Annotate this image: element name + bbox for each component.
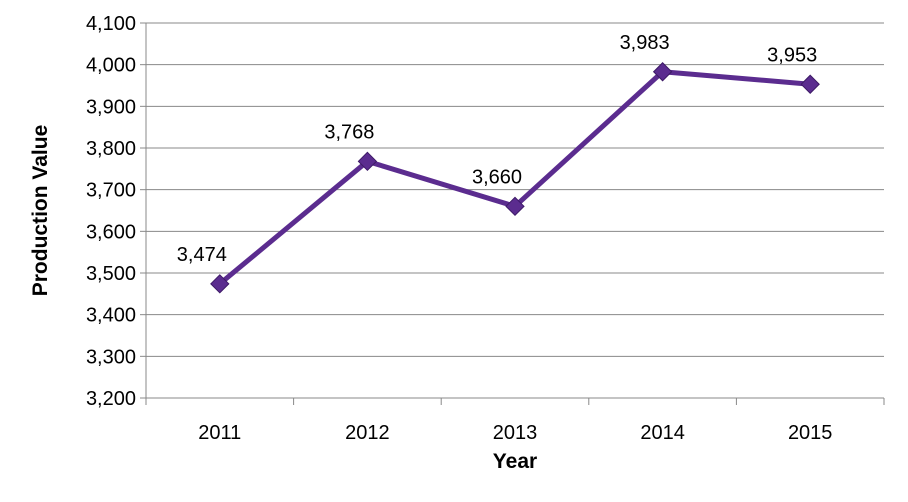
y-tick-label: 4,100 xyxy=(86,13,136,35)
y-tick-label: 3,800 xyxy=(86,138,136,160)
data-point-marker xyxy=(505,196,525,217)
x-tick-label: 2011 xyxy=(198,422,241,444)
y-tick-label: 3,700 xyxy=(86,180,136,202)
y-tick-label: 3,500 xyxy=(86,263,136,285)
x-axis-title: Year xyxy=(493,450,537,473)
y-tick-label: 3,300 xyxy=(86,346,136,368)
x-tick-label: 2015 xyxy=(788,422,833,444)
y-tick-label: 4,000 xyxy=(86,55,136,77)
data-label: 3,953 xyxy=(767,44,817,66)
data-point-marker xyxy=(210,274,230,294)
series xyxy=(210,62,820,294)
x-tick-label: 2012 xyxy=(345,422,390,444)
y-axis-title: Production Value xyxy=(29,125,52,297)
axes: 3,200 3,300 3,400 3,500 3,600 3,700 3,800 3,900… xyxy=(86,13,885,444)
data-point-marker xyxy=(357,151,378,172)
data-label: 3,768 xyxy=(324,121,374,143)
x-tick-label: 2014 xyxy=(640,422,685,444)
data-point-marker xyxy=(652,62,673,82)
y-tick-label: 3,200 xyxy=(86,388,136,410)
data-label: 3,660 xyxy=(472,166,522,188)
gridlines xyxy=(146,22,884,357)
data-labels: 3,474 3,768 3,660 3,983 3,953 xyxy=(177,32,817,266)
x-tick-label: 2013 xyxy=(493,422,538,444)
y-tick-label: 3,600 xyxy=(86,221,136,243)
data-label: 3,983 xyxy=(620,32,670,54)
y-tick-label: 3,400 xyxy=(86,305,136,327)
data-point-marker xyxy=(800,74,820,94)
data-label: 3,474 xyxy=(177,244,227,266)
y-tick-label: 3,900 xyxy=(86,96,136,118)
